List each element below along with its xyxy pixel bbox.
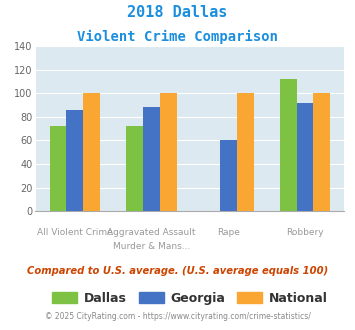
Bar xyxy=(66,110,83,211)
Text: 2018 Dallas: 2018 Dallas xyxy=(127,5,228,20)
Text: All Violent Crime: All Violent Crime xyxy=(37,228,113,237)
Text: © 2025 CityRating.com - https://www.cityrating.com/crime-statistics/: © 2025 CityRating.com - https://www.city… xyxy=(45,312,310,321)
Bar xyxy=(50,126,66,211)
Text: Robbery: Robbery xyxy=(286,228,324,237)
Bar xyxy=(126,126,143,211)
Bar xyxy=(220,141,237,211)
Text: Violent Crime Comparison: Violent Crime Comparison xyxy=(77,30,278,44)
Bar xyxy=(83,93,100,211)
Legend: Dallas, Georgia, National: Dallas, Georgia, National xyxy=(47,287,333,310)
Text: Aggravated Assault: Aggravated Assault xyxy=(107,228,196,237)
Text: Compared to U.S. average. (U.S. average equals 100): Compared to U.S. average. (U.S. average … xyxy=(27,266,328,276)
Bar xyxy=(313,93,330,211)
Bar xyxy=(237,93,253,211)
Text: Rape: Rape xyxy=(217,228,240,237)
Bar xyxy=(143,108,160,211)
Bar xyxy=(160,93,177,211)
Text: Murder & Mans...: Murder & Mans... xyxy=(113,242,190,251)
Bar xyxy=(296,103,313,211)
Bar xyxy=(280,79,296,211)
